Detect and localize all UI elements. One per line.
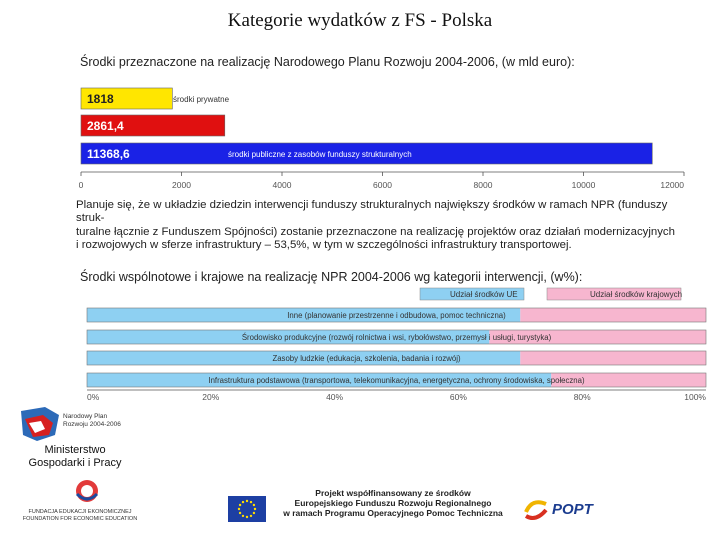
bar-segment-national <box>520 308 706 322</box>
paragraph-line: turalne łącznie z Funduszem Spójności) z… <box>76 225 675 238</box>
x-tick-label: 0% <box>87 392 100 402</box>
eu-star <box>249 514 253 518</box>
bar-value-label: 1818 <box>87 92 114 106</box>
bar <box>80 142 653 165</box>
bar-segment-eu <box>87 330 490 344</box>
x-tick-label: 2000 <box>172 180 191 190</box>
chart2-title: Środki wspólnotowe i krajowe na realizac… <box>80 270 583 284</box>
npr-logo: Narodowy Plan Rozwoju 2004-2006 <box>15 405 140 447</box>
chart1-title: Środki przeznaczone na realizację Narodo… <box>80 55 575 69</box>
bar-outline <box>86 307 707 323</box>
project-text-line: Europejskiego Funduszu Rozwoju Regionaln… <box>294 498 492 508</box>
npr-map-icon <box>21 407 59 441</box>
bar-category-label: Środowisko produkcyjne (rozwój rolnictwa… <box>242 333 552 342</box>
bar-segment-national <box>489 330 706 344</box>
bar <box>80 87 173 110</box>
legend-label-eu: Udział środków UE <box>450 290 518 299</box>
bar-category-label: środki prywatne <box>173 95 230 104</box>
eu-star <box>237 507 241 511</box>
x-tick-label: 0 <box>79 180 84 190</box>
project-text-line: w ramach Programu Operacyjnego Pomoc Tec… <box>283 508 503 518</box>
bar <box>80 114 226 137</box>
foundation-emblem-icon <box>75 480 99 502</box>
project-cofinancing-text: Projekt współfinansowany ze środków Euro… <box>268 488 518 518</box>
foundation-line: FUNDACJA EDUKACJI EKONOMICZNEJ <box>28 509 132 515</box>
bar-category-label: Zasoby ludzkie (edukacja, szkolenia, bad… <box>272 354 460 363</box>
ministry-label: Ministerstwo Gospodarki i Pracy <box>15 444 135 470</box>
eu-star <box>238 503 242 507</box>
ministry-line: Ministerstwo <box>44 444 106 456</box>
project-text-line: Projekt współfinansowany ze środków <box>315 488 471 498</box>
bar-value-label: 2861,4 <box>87 119 124 133</box>
paragraph-line: Planuje się, że w układzie dziedzin inte… <box>76 199 668 225</box>
bar-segment-eu <box>87 351 521 365</box>
x-tick-label: 8000 <box>474 180 493 190</box>
legend-swatch-eu <box>419 287 525 301</box>
chart2-intervention-categories: Udział środków UE Udział środków krajowyc… <box>86 287 707 402</box>
bar-segment-eu <box>87 308 521 322</box>
bar-segment-eu <box>87 373 552 387</box>
eu-star <box>252 503 256 507</box>
x-tick-label: 100% <box>684 392 706 402</box>
eu-star <box>241 500 245 504</box>
eu-star <box>245 499 249 503</box>
bar-outline <box>86 329 707 345</box>
bar-segment-national <box>551 373 706 387</box>
x-tick-label: 80% <box>574 392 591 402</box>
eu-star <box>245 515 249 519</box>
bar-segment-national <box>520 351 706 365</box>
ministry-line: Gospodarki i Pracy <box>28 457 122 469</box>
eu-star <box>249 500 253 504</box>
eu-star <box>241 514 245 518</box>
x-tick-label: 40% <box>326 392 343 402</box>
npr-logo-line: Rozwoju 2004-2006 <box>63 421 121 428</box>
foundation-logo: FUNDACJA EDUKACJI EKONOMICZNEJ FOUNDATIO… <box>15 478 145 524</box>
bar-outline <box>86 350 707 366</box>
page-title: Kategorie wydatków z FS - Polska <box>227 10 493 31</box>
bar-category-label: Inne (planowanie przestrzenne i odbudowa… <box>287 311 506 320</box>
description-paragraph: Planuje się, że w układzie dziedzin inte… <box>76 199 696 253</box>
bar-category-label: środki publiczne z zasobów krajowych <box>228 122 363 131</box>
x-tick-label: 12000 <box>660 180 684 190</box>
bar-category-label: środki publiczne z zasobów funduszy stru… <box>228 150 412 159</box>
eu-star <box>252 511 256 515</box>
x-tick-label: 4000 <box>273 180 292 190</box>
chart1-npr-funding: 1818 środki prywatne 2861,4 środki publiczn… <box>79 87 685 190</box>
paragraph-line: i rozwojowych w sferze infrastruktury – … <box>76 239 572 252</box>
x-tick-label: 60% <box>450 392 467 402</box>
popt-label: POPT <box>552 501 593 518</box>
popt-swirl-icon <box>524 500 548 520</box>
foundation-line: FOUNDATION FOR ECONOMIC EDUCATION <box>22 516 138 522</box>
bar-category-label: Infrastruktura podstawowa (transportowa,… <box>208 376 585 385</box>
x-tick-label: 20% <box>202 392 219 402</box>
legend-swatch-national <box>546 287 682 301</box>
popt-logo: POPT <box>522 496 602 524</box>
eu-star <box>238 511 242 515</box>
npr-logo-line: Narodowy Plan <box>63 413 108 420</box>
legend-label-national: Udział środków krajowych <box>590 290 682 299</box>
eu-star <box>253 507 257 511</box>
x-tick-label: 6000 <box>373 180 392 190</box>
x-tick-label: 10000 <box>572 180 596 190</box>
eu-flag-icon <box>228 496 266 522</box>
bar-value-label: 11368,6 <box>87 147 130 161</box>
bar-outline <box>86 372 707 388</box>
